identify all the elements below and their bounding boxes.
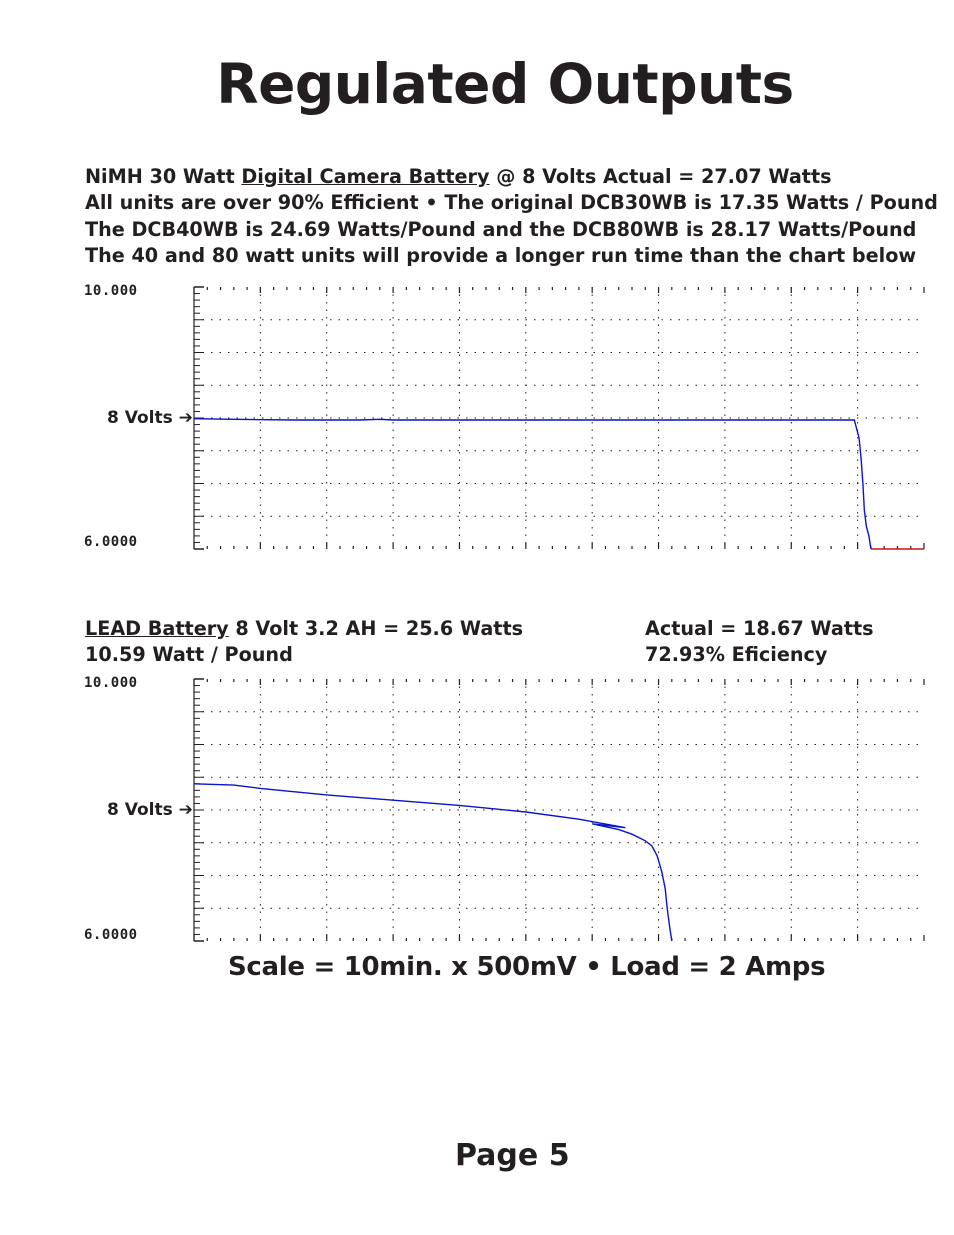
chart2-ymax-label: 10.000 bbox=[84, 675, 138, 691]
lead-stats: Actual = 18.67 Watts 72.93% Eficiency bbox=[645, 616, 874, 669]
nimh-line-2: All units are over 90% Efficient • The o… bbox=[85, 191, 938, 215]
page-number: Page 5 bbox=[455, 1138, 570, 1173]
nimh-line-3: The DCB40WB is 24.69 Watts/Pound and the… bbox=[85, 217, 917, 241]
lead-voltage-chart bbox=[193, 678, 925, 942]
lead-efficiency: 72.93% Eficiency bbox=[645, 643, 828, 667]
chart1-ymin-label: 6.0000 bbox=[84, 534, 138, 550]
lead-description: LEAD Battery 8 Volt 3.2 AH = 25.6 Watts … bbox=[85, 616, 523, 669]
scale-caption: Scale = 10min. x 500mV • Load = 2 Amps bbox=[228, 952, 826, 982]
lead-line-1: LEAD Battery 8 Volt 3.2 AH = 25.6 Watts bbox=[85, 617, 524, 640]
page-title: Regulated Outputs bbox=[216, 52, 794, 116]
lead-line-2: 10.59 Watt / Pound bbox=[85, 643, 293, 667]
nimh-description: NiMH 30 Watt Digital Camera Battery @ 8 … bbox=[85, 164, 938, 269]
chart1-8volt-marker: 8 Volts ➔ bbox=[107, 408, 193, 428]
lead-actual-watts: Actual = 18.67 Watts bbox=[645, 617, 874, 640]
chart2-ymin-label: 6.0000 bbox=[84, 927, 138, 943]
voltage-trace-1 bbox=[193, 783, 673, 942]
chart1-ymax-label: 10.000 bbox=[84, 283, 138, 299]
nimh-line-4: The 40 and 80 watt units will provide a … bbox=[85, 243, 917, 267]
voltage-trace-1 bbox=[193, 418, 872, 550]
lead-battery-link[interactable]: LEAD Battery bbox=[85, 617, 229, 640]
nimh-voltage-chart bbox=[193, 286, 925, 550]
nimh-line-1: NiMH 30 Watt Digital Camera Battery @ 8 … bbox=[85, 165, 832, 188]
digital-camera-battery-link[interactable]: Digital Camera Battery bbox=[241, 165, 490, 188]
chart2-8volt-marker: 8 Volts ➔ bbox=[107, 800, 193, 820]
